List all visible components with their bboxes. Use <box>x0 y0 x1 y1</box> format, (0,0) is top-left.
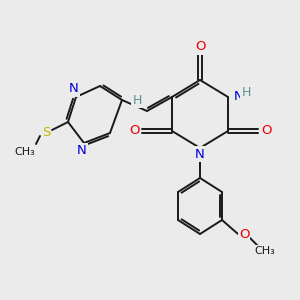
Text: N: N <box>195 148 205 160</box>
Text: N: N <box>77 145 87 158</box>
Text: S: S <box>42 127 50 140</box>
Text: O: O <box>239 227 249 241</box>
Text: N: N <box>234 91 244 103</box>
Text: N: N <box>69 82 79 95</box>
Text: CH₃: CH₃ <box>255 246 275 256</box>
Text: CH₃: CH₃ <box>15 147 35 157</box>
Text: H: H <box>132 94 142 106</box>
Text: O: O <box>129 124 139 137</box>
Text: H: H <box>241 86 251 100</box>
Text: O: O <box>261 124 271 137</box>
Text: O: O <box>195 40 205 53</box>
